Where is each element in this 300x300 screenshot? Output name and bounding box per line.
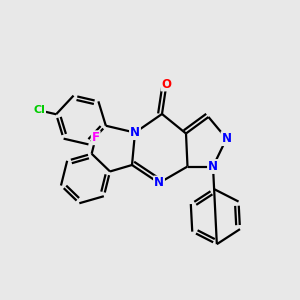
Text: N: N xyxy=(130,126,140,139)
Text: O: O xyxy=(161,77,172,91)
Text: N: N xyxy=(221,132,232,145)
Text: F: F xyxy=(92,131,100,144)
Text: Cl: Cl xyxy=(33,105,45,115)
Text: N: N xyxy=(154,176,164,190)
Text: N: N xyxy=(208,160,218,173)
